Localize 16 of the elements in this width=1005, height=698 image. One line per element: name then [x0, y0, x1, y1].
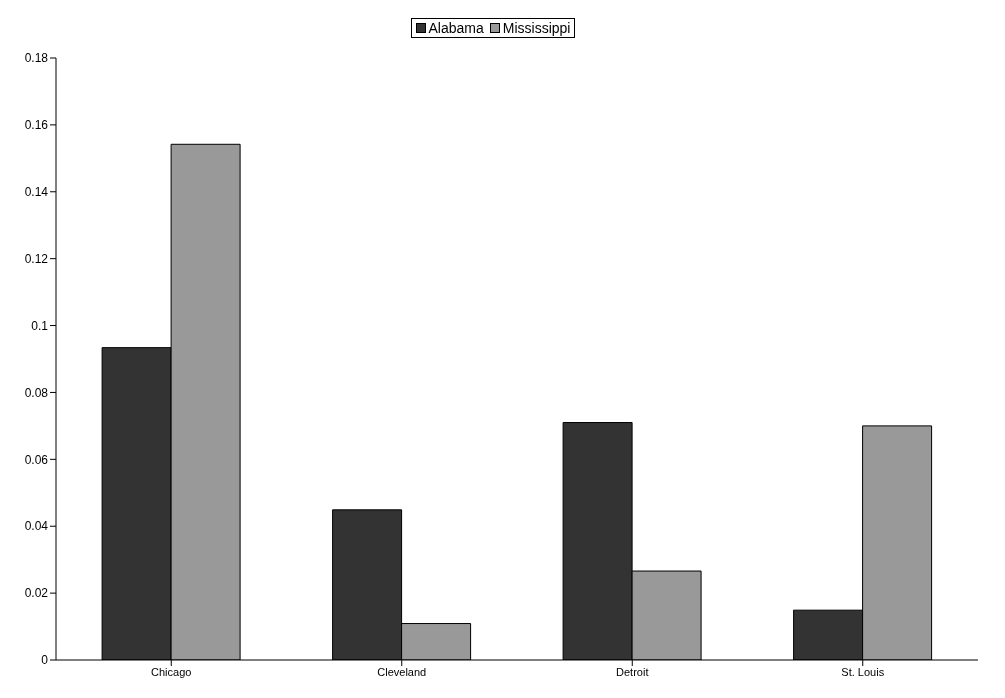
y-tick-label: 0.06	[24, 452, 49, 467]
y-tick-label: 0.16	[24, 118, 49, 133]
y-tick-label: 0.12	[24, 251, 49, 266]
x-tick-label: Detroit	[616, 665, 649, 678]
y-tick-label: 0.04	[24, 519, 49, 534]
x-tick-label: St. Louis	[841, 665, 885, 678]
legend-label: Mississippi	[501, 20, 571, 36]
y-tick-label: 0.18	[24, 51, 49, 66]
y-tick-label: 0.1	[31, 318, 49, 333]
y-tick-label: 0	[41, 653, 49, 668]
y-tick-label: 0.14	[24, 185, 49, 200]
y-tick-label: 0.08	[24, 385, 49, 400]
legend-label: Alabama	[427, 20, 484, 36]
x-tick-label: Chicago	[151, 665, 192, 678]
y-tick-label: 0.02	[24, 586, 49, 601]
x-tick-label: Cleveland	[377, 665, 427, 678]
